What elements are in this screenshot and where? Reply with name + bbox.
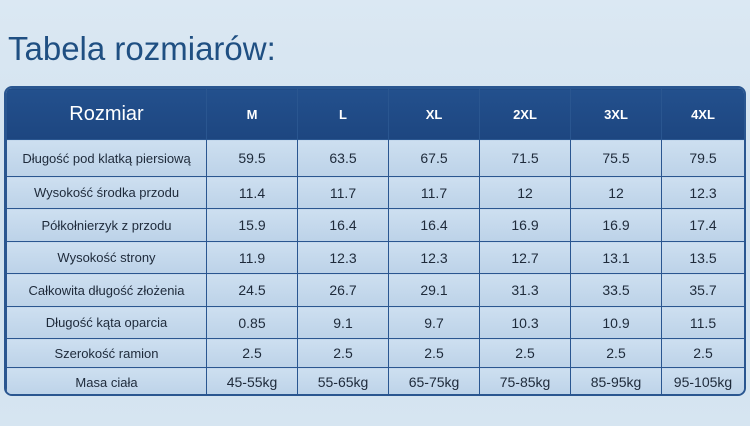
row-label: Długość pod klatką piersiową: [6, 139, 207, 177]
row-label: Wysokość strony: [6, 241, 207, 274]
table-cell: 85-95kg: [570, 367, 662, 394]
table-cell: 12: [479, 176, 571, 209]
table-cell: 26.7: [297, 273, 389, 307]
table-cell: 95-105kg: [661, 367, 744, 394]
table-cell: 65-75kg: [388, 367, 480, 394]
table-cell: 75.5: [570, 139, 662, 177]
header-row: Rozmiar M L XL 2XL 3XL 4XL: [6, 88, 744, 140]
header-size-3xl: 3XL: [570, 88, 662, 140]
table-cell: 2.5: [297, 338, 389, 368]
table-cell: 67.5: [388, 139, 480, 177]
page-title: Tabela rozmiarów:: [8, 30, 276, 67]
table-cell: 0.85: [206, 306, 298, 339]
header-size-label: Rozmiar: [6, 88, 207, 140]
size-chart-table: Rozmiar M L XL 2XL 3XL 4XL Długość pod k…: [4, 86, 746, 396]
table-cell: 2.5: [388, 338, 480, 368]
table-row: Wysokość środka przodu 11.4 11.7 11.7 12…: [6, 176, 744, 209]
row-label: Szerokość ramion: [6, 338, 207, 368]
table-cell: 12.3: [297, 241, 389, 274]
table-cell: 71.5: [479, 139, 571, 177]
table-row: Długość kąta oparcia 0.85 9.1 9.7 10.3 1…: [6, 306, 744, 339]
table-cell: 63.5: [297, 139, 389, 177]
table-cell: 29.1: [388, 273, 480, 307]
table-cell: 33.5: [570, 273, 662, 307]
row-label: Półkołnierzyk z przodu: [6, 208, 207, 242]
table-cell: 31.3: [479, 273, 571, 307]
table-cell: 11.5: [661, 306, 744, 339]
table-cell: 12.7: [479, 241, 571, 274]
table-row: Masa ciała 45-55kg 55-65kg 65-75kg 75-85…: [6, 367, 744, 394]
table-cell: 11.4: [206, 176, 298, 209]
table-row: Półkołnierzyk z przodu 15.9 16.4 16.4 16…: [6, 208, 744, 242]
table-cell: 11.7: [388, 176, 480, 209]
table-cell: 16.4: [297, 208, 389, 242]
header-size-l: L: [297, 88, 389, 140]
table-cell: 13.5: [661, 241, 744, 274]
header-size-m: M: [206, 88, 298, 140]
row-label: Długość kąta oparcia: [6, 306, 207, 339]
table-cell: 24.5: [206, 273, 298, 307]
table-row: Długość pod klatką piersiową 59.5 63.5 6…: [6, 139, 744, 177]
table-cell: 2.5: [661, 338, 744, 368]
table-cell: 11.7: [297, 176, 389, 209]
table-cell: 2.5: [206, 338, 298, 368]
header-size-2xl: 2XL: [479, 88, 571, 140]
table-cell: 16.4: [388, 208, 480, 242]
table-cell: 10.3: [479, 306, 571, 339]
table-cell: 75-85kg: [479, 367, 571, 394]
table-row: Całkowita długość złożenia 24.5 26.7 29.…: [6, 273, 744, 307]
table-cell: 9.7: [388, 306, 480, 339]
table-cell: 15.9: [206, 208, 298, 242]
table-cell: 17.4: [661, 208, 744, 242]
table-cell: 13.1: [570, 241, 662, 274]
table-cell: 16.9: [570, 208, 662, 242]
row-label: Całkowita długość złożenia: [6, 273, 207, 307]
table-row: Szerokość ramion 2.5 2.5 2.5 2.5 2.5 2.5: [6, 338, 744, 368]
table-cell: 2.5: [479, 338, 571, 368]
table-row: Wysokość strony 11.9 12.3 12.3 12.7 13.1…: [6, 241, 744, 274]
table-cell: 35.7: [661, 273, 744, 307]
header-size-4xl: 4XL: [661, 88, 744, 140]
table-cell: 55-65kg: [297, 367, 389, 394]
table-cell: 2.5: [570, 338, 662, 368]
table-cell: 11.9: [206, 241, 298, 274]
row-label: Wysokość środka przodu: [6, 176, 207, 209]
table-cell: 16.9: [479, 208, 571, 242]
table-cell: 12.3: [388, 241, 480, 274]
table-cell: 9.1: [297, 306, 389, 339]
table-cell: 12: [570, 176, 662, 209]
header-size-xl: XL: [388, 88, 480, 140]
table-cell: 12.3: [661, 176, 744, 209]
table-cell: 45-55kg: [206, 367, 298, 394]
table-cell: 59.5: [206, 139, 298, 177]
table-cell: 79.5: [661, 139, 744, 177]
table-cell: 10.9: [570, 306, 662, 339]
row-label: Masa ciała: [6, 367, 207, 394]
